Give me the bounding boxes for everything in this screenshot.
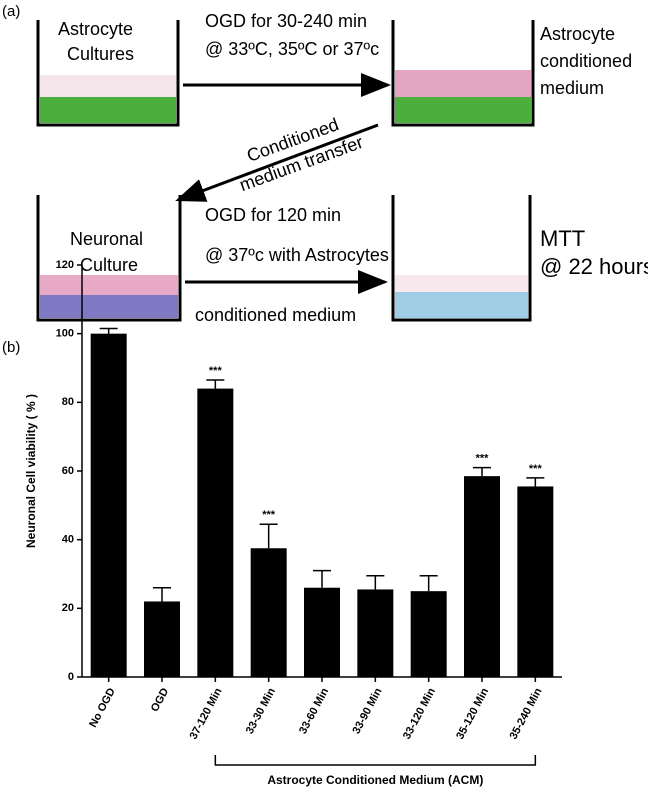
well	[391, 195, 532, 322]
x-tick-label: 33-90 Min	[350, 686, 384, 736]
bar	[90, 333, 127, 677]
label: medium	[540, 78, 604, 98]
significance: ***	[476, 452, 490, 464]
bracket	[214, 755, 537, 766]
bar	[357, 589, 394, 677]
label: Cultures	[67, 44, 134, 64]
bar-chart: (b) Neuronal Cell viability ( % ) 0 20 40 6…	[2, 259, 562, 787]
label: OGD for 120 min	[205, 205, 341, 225]
y-tick-label: 80	[62, 396, 74, 408]
cells	[395, 292, 528, 318]
bar	[517, 486, 554, 677]
label: @ 33ºC, 35ºC or 37ºc	[205, 39, 379, 59]
y-axis-label: Neuronal Cell viability ( % )	[24, 394, 38, 548]
x-tick-label: 33-120 Min	[401, 686, 438, 742]
label: OGD for 30-240 min	[205, 11, 367, 31]
arrow	[175, 123, 379, 202]
cells	[40, 295, 178, 318]
label: conditioned medium	[195, 305, 356, 325]
y-tick-label: 120	[56, 259, 74, 271]
medium	[395, 275, 528, 292]
y-tick-label: 60	[62, 465, 74, 477]
y-tick-label: 20	[62, 602, 74, 614]
label: Neuronal	[70, 229, 143, 249]
bar	[250, 548, 287, 677]
y-tick-label: 100	[56, 328, 74, 340]
y-tick-label: 0	[68, 671, 74, 683]
panel-label: (b)	[2, 339, 20, 356]
well	[36, 20, 180, 127]
medium	[40, 75, 176, 97]
well	[391, 20, 535, 127]
bar	[144, 601, 180, 677]
x-tick-label: No OGD	[87, 686, 118, 729]
label: Astrocyte	[58, 19, 133, 39]
bracket-label: Astrocyte Conditioned Medium (ACM)	[267, 773, 483, 787]
bar	[464, 476, 500, 677]
x-tick-label: 37-120 Min	[188, 686, 225, 742]
well	[36, 195, 182, 322]
cells	[395, 97, 531, 123]
label: Culture	[80, 255, 138, 275]
significance: ***	[529, 463, 543, 475]
panel-label: (a)	[2, 3, 20, 20]
x-tick-label: 35-240 Min	[508, 686, 545, 742]
significance: ***	[262, 509, 276, 521]
y-tick-label: 40	[62, 534, 74, 546]
bar	[197, 388, 234, 677]
x-tick-label: 33-60 Min	[297, 686, 331, 736]
bar	[410, 591, 447, 677]
label: conditioned	[540, 51, 632, 71]
label: @ 22 hours	[540, 254, 648, 279]
label: Astrocyte	[540, 24, 615, 44]
x-tick-label: OGD	[149, 686, 171, 714]
significance: ***	[209, 365, 223, 377]
x-tick-label: 33-30 Min	[244, 686, 278, 736]
medium	[395, 70, 531, 97]
label: MTT	[540, 226, 585, 251]
label: @ 37ºc with Astrocytes	[205, 245, 389, 265]
bar	[304, 587, 340, 677]
diagram: (a) Astrocyte Cultures OGD for 30-240 mi…	[2, 3, 648, 325]
medium	[40, 275, 178, 295]
cells	[40, 97, 176, 123]
x-tick-label: 35-120 Min	[454, 686, 491, 742]
